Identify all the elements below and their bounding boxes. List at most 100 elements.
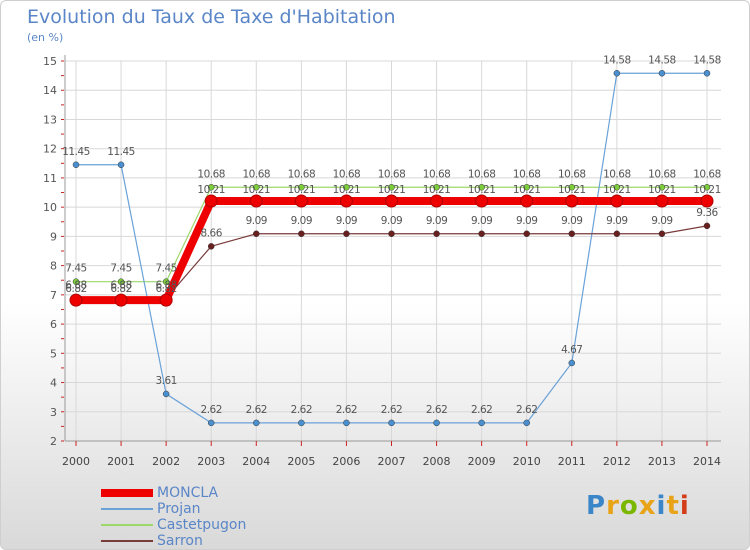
data-label-projan: 2.62 — [201, 404, 222, 416]
legend-item-projan: Projan — [101, 501, 246, 517]
data-point-projan — [343, 419, 350, 427]
data-point-projan — [207, 419, 215, 427]
legend-label: Projan — [157, 501, 201, 517]
chart-unit: (en %) — [27, 31, 64, 44]
data-label-projan: 2.62 — [471, 404, 492, 416]
data-point-projan — [703, 70, 711, 77]
data-label-moncla: 10.21 — [603, 184, 631, 196]
logo-letter: P — [586, 491, 607, 521]
data-point-moncla — [565, 194, 579, 208]
data-label-moncla: 10.21 — [288, 184, 316, 196]
data-point-castetpugon — [72, 278, 80, 285]
legend-swatch — [101, 508, 153, 510]
data-point-castetpugon — [162, 278, 170, 285]
data-label-projan: 2.62 — [516, 404, 537, 416]
data-label-castetpugon: 10.68 — [693, 168, 721, 180]
data-point-moncla — [114, 293, 128, 307]
data-label-projan: 11.45 — [62, 146, 90, 158]
logo-letter: i — [679, 491, 690, 521]
y-tick-label: 12 — [43, 143, 57, 156]
data-label-moncla: 10.21 — [243, 184, 271, 196]
x-tick-label: 2001 — [107, 455, 135, 468]
data-label-castetpugon: 10.68 — [423, 168, 451, 180]
data-point-sarron — [568, 230, 576, 238]
data-point-castetpugon — [523, 184, 530, 191]
data-point-castetpugon — [433, 184, 440, 191]
x-tick-label: 2012 — [603, 455, 631, 468]
data-point-moncla — [249, 194, 263, 208]
logo-letter: o — [619, 491, 639, 521]
data-point-sarron — [658, 230, 666, 238]
y-tick-label: 13 — [43, 113, 57, 126]
y-tick-label: 2 — [50, 435, 57, 448]
data-label-castetpugon: 10.68 — [468, 168, 496, 180]
data-point-moncla — [69, 293, 83, 307]
data-point-sarron — [703, 222, 711, 230]
logo-letter: i — [656, 491, 667, 521]
y-tick-label: 4 — [50, 377, 57, 390]
data-label-castetpugon: 10.68 — [648, 168, 676, 180]
data-point-projan — [388, 419, 395, 427]
chart-title: Evolution du Taux de Taxe d'Habitation — [27, 6, 396, 28]
data-label-projan: 14.58 — [603, 54, 631, 66]
data-point-projan — [478, 419, 485, 427]
data-point-moncla — [655, 194, 669, 208]
x-tick-label: 2011 — [558, 455, 586, 468]
data-point-castetpugon — [298, 184, 305, 191]
y-tick-label: 15 — [43, 55, 57, 68]
data-label-moncla: 6.82 — [110, 283, 131, 295]
logo-letter: r — [606, 491, 620, 521]
data-label-sarron: 9.09 — [561, 215, 582, 227]
data-label-castetpugon: 10.68 — [243, 168, 271, 180]
data-point-moncla — [159, 293, 173, 307]
y-tick-label: 6 — [50, 318, 57, 331]
y-tick-label: 8 — [50, 260, 57, 273]
y-tick-label: 3 — [50, 406, 57, 419]
x-tick-label: 2014 — [693, 455, 721, 468]
data-label-projan: 2.62 — [336, 404, 357, 416]
data-point-sarron — [433, 230, 440, 238]
data-label-moncla: 10.21 — [558, 184, 586, 196]
data-label-castetpugon: 10.68 — [333, 168, 361, 180]
data-label-castetpugon: 7.45 — [65, 263, 86, 275]
legend-swatch — [101, 489, 153, 497]
data-label-moncla: 10.21 — [378, 184, 406, 196]
data-point-sarron — [388, 230, 395, 238]
data-point-projan — [72, 161, 80, 169]
data-label-sarron: 9.09 — [471, 215, 492, 227]
y-tick-label: 9 — [50, 230, 57, 243]
data-label-castetpugon: 10.68 — [378, 168, 406, 180]
data-point-moncla — [430, 194, 444, 208]
data-label-castetpugon: 10.68 — [558, 168, 586, 180]
x-tick-label: 2009 — [468, 455, 496, 468]
data-label-castetpugon: 7.45 — [110, 263, 131, 275]
logo-letter: t — [666, 491, 680, 521]
data-label-sarron: 6.88 — [65, 279, 86, 291]
x-tick-label: 2000 — [62, 455, 90, 468]
data-point-projan — [523, 419, 530, 427]
x-tick-label: 2008 — [423, 455, 451, 468]
data-label-moncla: 10.21 — [333, 184, 361, 196]
data-point-sarron — [613, 230, 621, 238]
data-point-sarron — [523, 230, 530, 238]
data-label-moncla: 6.82 — [155, 283, 176, 295]
data-point-moncla — [475, 194, 489, 208]
data-point-moncla — [610, 194, 624, 208]
data-label-moncla: 10.21 — [197, 184, 225, 196]
data-point-castetpugon — [343, 184, 350, 191]
x-tick-label: 2005 — [287, 455, 315, 468]
y-tick-label: 5 — [50, 347, 57, 360]
data-label-castetpugon: 10.68 — [288, 168, 316, 180]
data-point-castetpugon — [568, 184, 576, 191]
data-label-moncla: 10.21 — [468, 184, 496, 196]
data-label-sarron: 9.09 — [291, 215, 312, 227]
data-label-castetpugon: 10.68 — [197, 168, 225, 180]
data-label-projan: 2.62 — [426, 404, 447, 416]
data-label-sarron: 9.09 — [516, 215, 537, 227]
data-point-castetpugon — [703, 184, 711, 191]
data-point-projan — [298, 419, 305, 427]
data-label-castetpugon: 10.68 — [513, 168, 541, 180]
legend-label: MONCLA — [157, 485, 219, 501]
data-point-castetpugon — [388, 184, 395, 191]
data-label-moncla: 6.82 — [65, 283, 86, 295]
